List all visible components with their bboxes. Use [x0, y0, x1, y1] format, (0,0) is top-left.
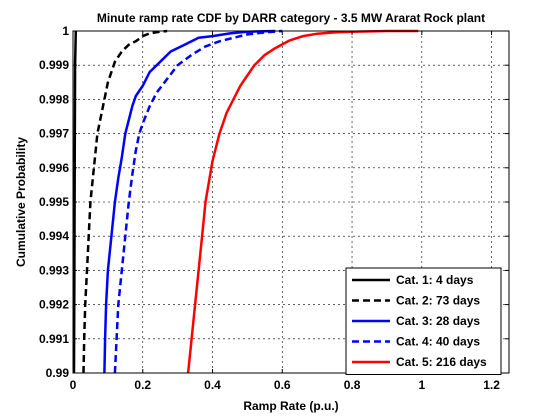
chart-title: Minute ramp rate CDF by DARR category - …: [97, 11, 485, 25]
x-tick-label: 0.2: [134, 378, 151, 392]
y-tick-label: 0.991: [39, 332, 69, 346]
y-tick-label: 0.999: [39, 58, 69, 72]
series-line-cat-5: [186, 29, 419, 374]
x-tick-label: 0.8: [344, 378, 361, 392]
x-tick-label: 1: [418, 378, 425, 392]
x-tick-label: 0: [70, 378, 77, 392]
y-tick-label: 0.992: [39, 298, 69, 312]
y-tick-label: 0.99: [46, 366, 70, 380]
y-tick-label: 1: [62, 24, 69, 38]
legend-label: Cat. 3: 28 days: [396, 314, 480, 328]
series-line-cat-2: [82, 29, 168, 374]
y-tick-label: 0.998: [39, 92, 69, 106]
y-tick-label: 0.997: [39, 127, 69, 141]
legend-label: Cat. 5: 216 days: [396, 355, 487, 369]
legend-label: Cat. 2: 73 days: [396, 294, 480, 308]
y-tick-label: 0.993: [39, 263, 69, 277]
series-group: [72, 29, 419, 374]
y-tick-label: 0.995: [39, 195, 69, 209]
x-tick-label: 0.6: [274, 378, 291, 392]
y-tick-label: 0.994: [39, 229, 69, 243]
series-line-cat-4: [113, 29, 283, 374]
legend: Cat. 1: 4 days Cat. 2: 73 days Cat. 3: 28 …: [345, 267, 502, 375]
y-axis-label: Cumulative Probability: [14, 137, 28, 267]
legend-label: Cat. 1: 4 days: [396, 273, 474, 287]
series-line-cat-3: [103, 29, 276, 374]
y-tick-label: 0.996: [39, 161, 69, 175]
axis-ticks: 0 0.2 0.4 0.6 0.8 1 1.2 0.99 0.991 0.992 0.993 0.99…: [39, 24, 509, 392]
legend-label: Cat. 4: 40 days: [396, 335, 480, 349]
x-axis-label: Ramp Rate (p.u.): [243, 399, 338, 413]
x-tick-label: 0.4: [204, 378, 221, 392]
x-tick-label: 1.2: [483, 378, 500, 392]
